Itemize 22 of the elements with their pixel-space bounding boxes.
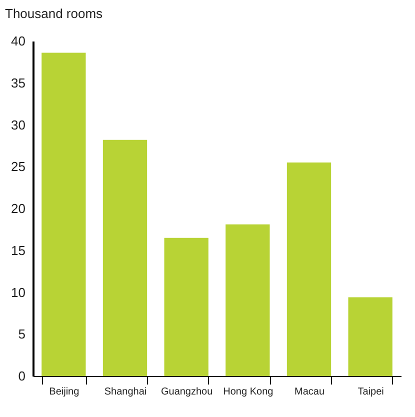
y-tick-label: 25 [11, 159, 26, 174]
y-tick-label: 30 [11, 117, 26, 132]
y-tick-label: 15 [11, 242, 26, 258]
y-axis-title: Thousand rooms [5, 6, 104, 21]
y-tick-label: 5 [18, 326, 26, 342]
y-tick-label: 20 [11, 201, 26, 216]
x-tick-label: Guangzhou [160, 386, 213, 398]
y-tick-label: 35 [11, 75, 26, 90]
x-tick-label: Shanghai [104, 386, 147, 398]
x-tick-label: Beijing [49, 386, 80, 398]
x-tick-label: Hong Kong [223, 386, 274, 398]
bar [164, 238, 208, 376]
bar [286, 162, 332, 376]
x-tick-label: Taipei [358, 386, 384, 398]
y-tick-label: 0 [18, 368, 26, 384]
bar [348, 297, 392, 376]
y-tick-label: 10 [11, 284, 26, 300]
y-tick-label: 40 [11, 34, 26, 48]
bar [226, 224, 270, 376]
x-tick-label: Macau [294, 386, 325, 398]
bar [102, 140, 148, 376]
bar [42, 52, 86, 376]
